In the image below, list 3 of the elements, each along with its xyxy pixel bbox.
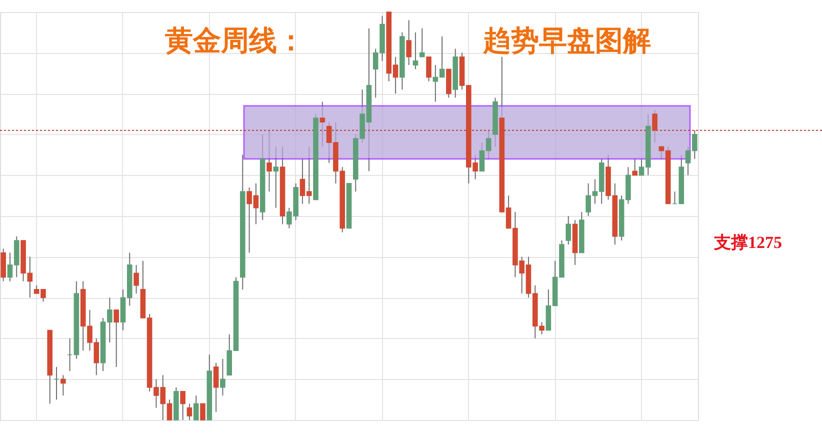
text: 趋势早盘图解 [482,26,651,57]
text: 黄金周线： [164,26,305,57]
text: 支撑1275 [713,233,782,252]
